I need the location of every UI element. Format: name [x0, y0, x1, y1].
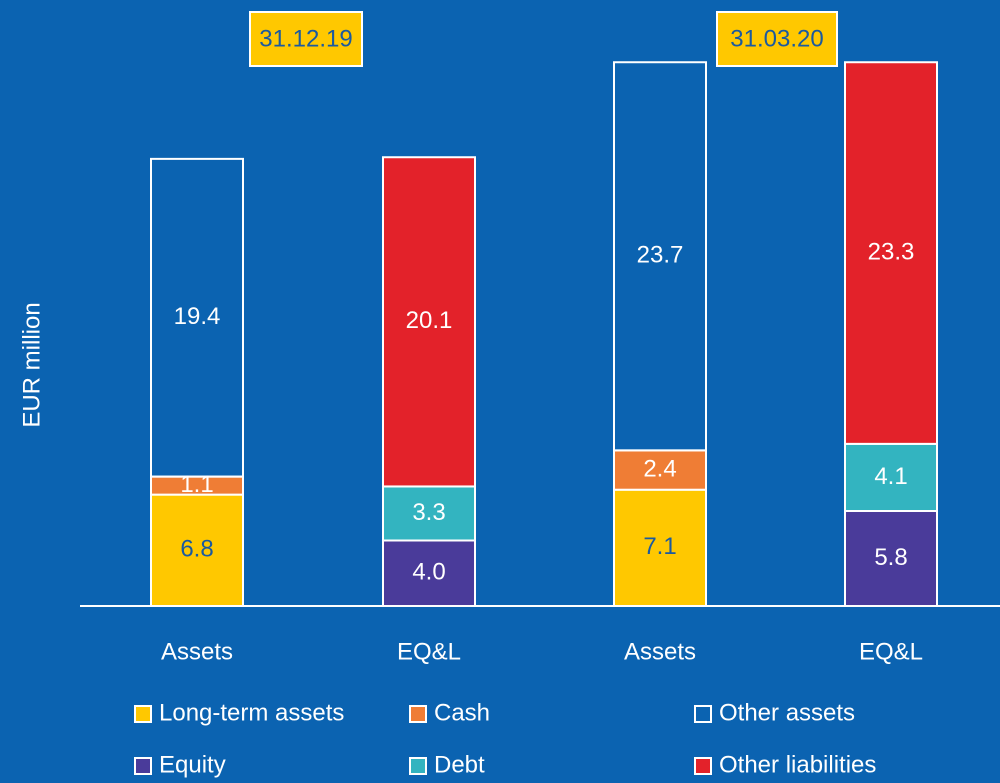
bar-segment: [844, 61, 938, 445]
y-axis-label: EUR million: [18, 302, 45, 427]
value-label: 20.1: [406, 307, 453, 334]
group-box: [249, 11, 363, 67]
value-label: 7.1: [643, 533, 676, 560]
x-tick-label: Assets: [624, 638, 696, 665]
bar-segment: [613, 61, 707, 452]
legend-swatch: [694, 757, 712, 775]
legend-label: Other assets: [719, 699, 855, 726]
group-label: 31.12.19: [259, 25, 352, 52]
value-label: 2.4: [643, 455, 676, 482]
legend-swatch: [409, 705, 427, 723]
legend-swatch: [409, 757, 427, 775]
value-label: 23.3: [868, 238, 915, 265]
legend-label: Long-term assets: [159, 699, 344, 726]
bar-segment: [613, 449, 707, 491]
legend-swatch: [134, 757, 152, 775]
value-label: 4.1: [874, 463, 907, 490]
legend-label: Debt: [434, 751, 485, 778]
value-label: 6.8: [180, 536, 213, 563]
value-label: 5.8: [874, 544, 907, 571]
legend-label: Cash: [434, 699, 490, 726]
value-label: 19.4: [174, 303, 221, 330]
bar-segment: [613, 488, 707, 607]
x-tick-label: EQ&L: [859, 638, 923, 665]
bar-segment: [382, 156, 476, 488]
legend-swatch: [694, 705, 712, 723]
x-tick-label: EQ&L: [397, 638, 461, 665]
legend-label: Other liabilities: [719, 751, 876, 778]
bar-segment: [150, 157, 244, 478]
group-label: 31.03.20: [730, 25, 823, 52]
value-label: 1.1: [180, 471, 213, 498]
bar-segment: [150, 493, 244, 607]
value-label: 23.7: [637, 242, 684, 269]
bar-segment: [844, 442, 938, 513]
group-box: [716, 11, 838, 67]
legend-label: Equity: [159, 751, 226, 778]
value-label: 4.0: [412, 559, 445, 586]
legend-swatch: [134, 705, 152, 723]
x-tick-label: Assets: [161, 638, 233, 665]
bar-segment: [382, 485, 476, 542]
bar-segment: [844, 510, 938, 607]
value-label: 3.3: [412, 499, 445, 526]
